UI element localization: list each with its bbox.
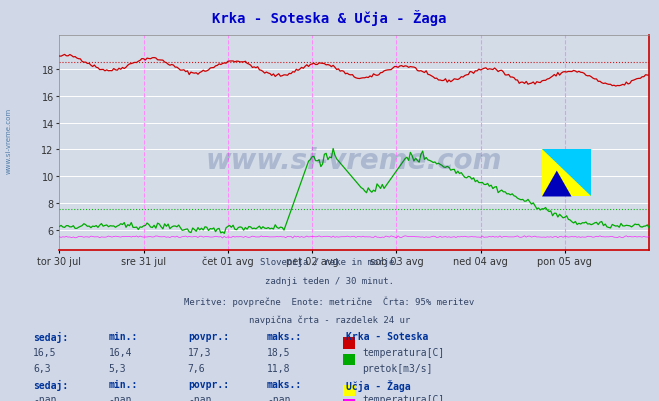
Text: -nan: -nan — [33, 394, 57, 401]
Text: maks.:: maks.: — [267, 379, 302, 389]
FancyBboxPatch shape — [542, 150, 591, 197]
Text: zadnji teden / 30 minut.: zadnji teden / 30 minut. — [265, 277, 394, 286]
Text: -nan: -nan — [109, 394, 132, 401]
Text: 6,3: 6,3 — [33, 363, 51, 373]
Text: Krka - Soteska & Učja - Žaga: Krka - Soteska & Učja - Žaga — [212, 10, 447, 26]
Text: temperatura[C]: temperatura[C] — [362, 394, 445, 401]
Text: -nan: -nan — [188, 394, 212, 401]
Text: 16,4: 16,4 — [109, 347, 132, 357]
Text: pretok[m3/s]: pretok[m3/s] — [362, 363, 433, 373]
Text: maks.:: maks.: — [267, 331, 302, 341]
Polygon shape — [542, 150, 591, 197]
Text: navpična črta - razdelek 24 ur: navpična črta - razdelek 24 ur — [249, 315, 410, 325]
Polygon shape — [542, 171, 571, 197]
Text: Učja - Žaga: Učja - Žaga — [346, 379, 411, 391]
Text: povpr.:: povpr.: — [188, 331, 229, 341]
Text: sedaj:: sedaj: — [33, 331, 68, 342]
Text: 11,8: 11,8 — [267, 363, 291, 373]
Text: min.:: min.: — [109, 331, 138, 341]
Text: 18,5: 18,5 — [267, 347, 291, 357]
Text: www.si-vreme.com: www.si-vreme.com — [5, 107, 11, 173]
Text: temperatura[C]: temperatura[C] — [362, 347, 445, 357]
Text: -nan: -nan — [267, 394, 291, 401]
Text: sedaj:: sedaj: — [33, 379, 68, 390]
Text: Krka - Soteska: Krka - Soteska — [346, 331, 428, 341]
Text: povpr.:: povpr.: — [188, 379, 229, 389]
Text: min.:: min.: — [109, 379, 138, 389]
Text: www.si-vreme.com: www.si-vreme.com — [206, 146, 502, 174]
Text: 16,5: 16,5 — [33, 347, 57, 357]
Text: 7,6: 7,6 — [188, 363, 206, 373]
Text: 5,3: 5,3 — [109, 363, 127, 373]
Text: Slovenija / reke in morje.: Slovenija / reke in morje. — [260, 257, 399, 266]
Text: 17,3: 17,3 — [188, 347, 212, 357]
Text: Meritve: povprečne  Enote: metrične  Črta: 95% meritev: Meritve: povprečne Enote: metrične Črta:… — [185, 296, 474, 306]
